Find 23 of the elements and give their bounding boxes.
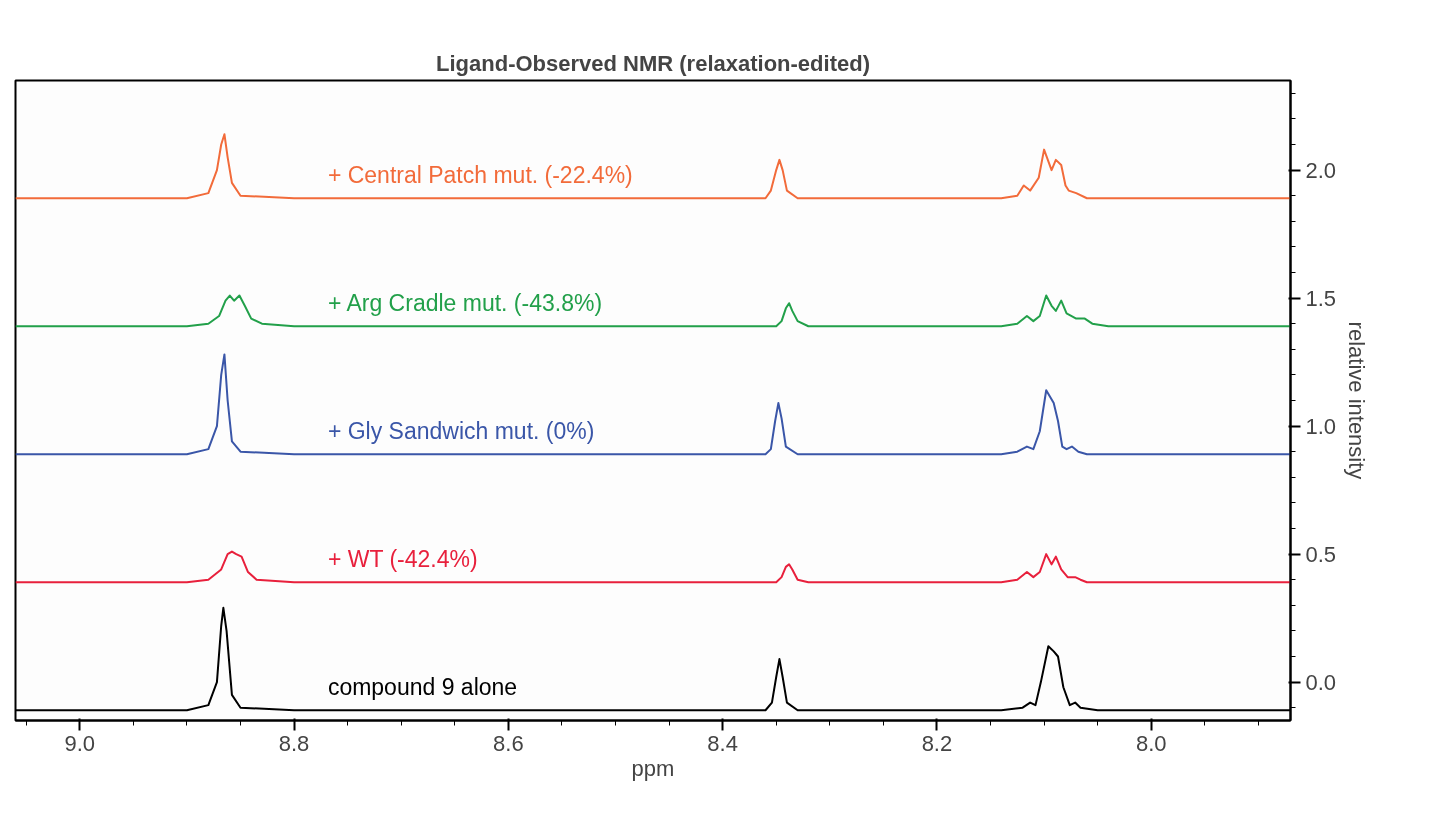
y-tick-label: 0.5 bbox=[1305, 541, 1337, 567]
y-tick-label: 0.0 bbox=[1305, 669, 1337, 695]
x-tick-label: 9.0 bbox=[64, 730, 96, 756]
series-label: + Central Patch mut. (-22.4%) bbox=[327, 162, 633, 189]
x-tick-label: 8.8 bbox=[278, 730, 310, 756]
x-tick-label: 8.6 bbox=[493, 730, 524, 756]
x-tick-label: 8.0 bbox=[1135, 730, 1167, 756]
y-tick-label: 2.0 bbox=[1305, 157, 1337, 183]
x-tick-label: 8.2 bbox=[921, 730, 953, 756]
x-axis-title: ppm bbox=[631, 755, 675, 781]
series-label: + Arg Cradle mut. (-43.8%) bbox=[327, 290, 603, 317]
series-label: compound 9 alone bbox=[327, 674, 518, 701]
line-series bbox=[15, 133, 1291, 200]
y-tick-label: 1.0 bbox=[1305, 413, 1337, 439]
series-label: + Gly Sandwich mut. (0%) bbox=[327, 418, 595, 445]
line-series bbox=[15, 353, 1291, 456]
line-series bbox=[15, 550, 1291, 584]
x-tick-label: 8.4 bbox=[707, 730, 738, 756]
y-tick-label: 1.5 bbox=[1305, 285, 1337, 311]
line-series bbox=[15, 294, 1291, 328]
series-label: + WT (-42.4%) bbox=[327, 546, 478, 573]
y-axis-title: relative intensity bbox=[1344, 321, 1370, 480]
chart-title: Ligand-Observed NMR (relaxation-edited) bbox=[436, 50, 870, 76]
